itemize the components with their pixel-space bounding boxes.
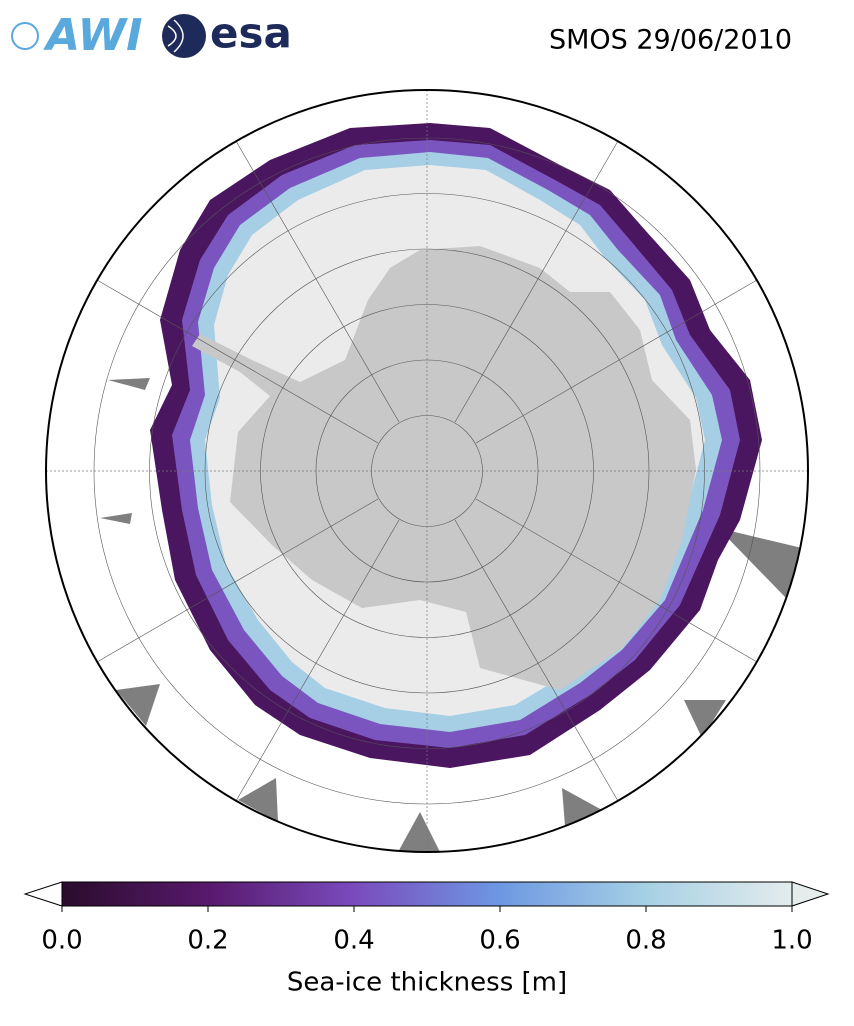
antarctica [192, 246, 696, 690]
awi-logo: AWI [11, 10, 143, 61]
colorbar-tick-label: 0.0 [41, 926, 82, 956]
colorbar: 0.0 0.2 0.4 0.6 0.8 1.0 [23, 881, 830, 956]
logo-swirl [167, 19, 184, 53]
colorbar-label: Sea-ice thickness [m] [287, 968, 567, 998]
logo-text: AWI [43, 10, 143, 61]
logo-sphere [162, 14, 206, 58]
map-border [45, 89, 809, 853]
colorbar-ramp [61, 881, 793, 907]
esa-logo: esa [162, 9, 292, 58]
graticule [46, 90, 808, 852]
colorbar-tick-label: 0.2 [187, 926, 228, 956]
latitude-circle [260, 304, 594, 638]
logo-globe [11, 22, 39, 50]
colorbar-tick-label: 1.0 [771, 926, 812, 956]
latitude-circle [149, 193, 705, 749]
colorbar-extend-high [791, 881, 830, 907]
colorbar-tick-label: 0.4 [333, 926, 374, 956]
latitude-circle [204, 248, 650, 694]
map-title: SMOS 29/06/2010 [549, 25, 792, 56]
meridian [96, 140, 758, 802]
colorbar-tick-label: 0.8 [625, 926, 666, 956]
logo-text: esa [210, 9, 292, 58]
colorbar-tick-label: 0.6 [479, 926, 520, 956]
colorbar-extend-low [23, 881, 63, 907]
map [46, 90, 808, 852]
